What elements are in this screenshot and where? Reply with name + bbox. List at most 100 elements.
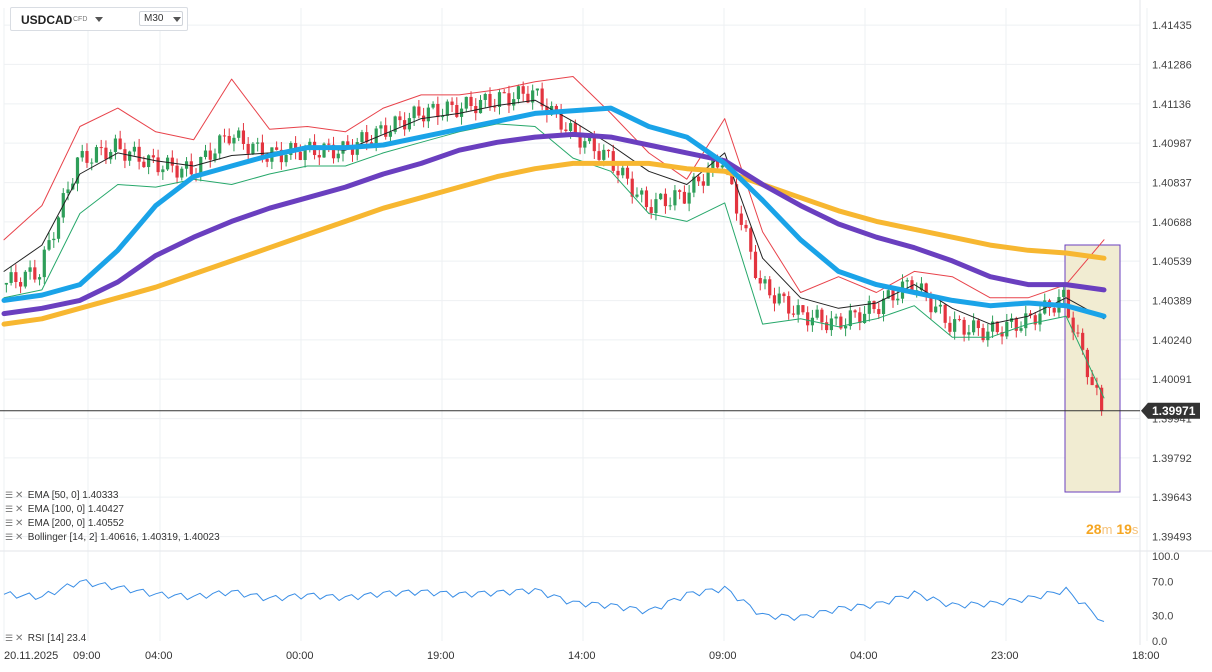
- settings-icon[interactable]: ☰: [5, 532, 14, 542]
- candle-body: [635, 194, 639, 197]
- legend-ema100[interactable]: ☰ ✕ EMA [100, 0] 1.40427: [5, 504, 124, 515]
- candle-body: [734, 184, 739, 214]
- candle-body: [815, 309, 819, 318]
- candle-body: [47, 240, 51, 250]
- close-icon[interactable]: ✕: [15, 490, 24, 501]
- settings-icon[interactable]: ☰: [5, 518, 14, 528]
- legend-value: 1.40333: [82, 490, 119, 501]
- time-tick-label: 19:00: [427, 650, 455, 662]
- legend-rsi[interactable]: ☰ ✕ RSI [14] 23.4: [5, 633, 86, 644]
- timeframe-select[interactable]: M30: [139, 11, 183, 26]
- candle-body: [147, 155, 151, 168]
- candle-body: [583, 141, 587, 148]
- candle-body: [976, 320, 980, 329]
- settings-icon[interactable]: ☰: [5, 633, 14, 643]
- candle-body: [938, 304, 943, 307]
- candle-body: [948, 322, 952, 332]
- candle-body: [796, 305, 800, 315]
- candle-body: [749, 228, 753, 252]
- candle-body: [1043, 300, 1047, 314]
- legend-bollinger[interactable]: ☰ ✕ Bollinger [14, 2] 1.40616, 1.40319, 1…: [5, 532, 220, 543]
- ema50-line: [1, 105, 1107, 319]
- ema200-line: [1, 160, 1107, 327]
- candle-body: [128, 151, 132, 161]
- candle-body: [640, 190, 644, 195]
- candle-body: [455, 104, 459, 117]
- candle-body: [14, 272, 18, 283]
- candle-body: [953, 319, 957, 332]
- candle-body: [535, 88, 540, 91]
- candle-body: [1071, 317, 1075, 333]
- candle-body: [497, 92, 502, 107]
- candle-body: [715, 158, 720, 168]
- candle-body: [1024, 313, 1028, 329]
- candle-body: [99, 147, 103, 149]
- candle-countdown: 28m 19s: [1086, 521, 1138, 537]
- candle-body: [199, 157, 203, 175]
- candle-body: [919, 283, 924, 291]
- candle-body: [843, 326, 848, 329]
- legend-name: RSI: [27, 633, 45, 644]
- indicator-lines: [1, 76, 1107, 399]
- symbol-toolbar[interactable]: USDCAD CFD M30: [10, 7, 188, 31]
- candle-body: [28, 267, 32, 272]
- legend-params: [100, 0]: [51, 504, 86, 515]
- candle-body: [659, 193, 663, 200]
- candle-body: [649, 207, 653, 214]
- candle-body: [697, 176, 701, 182]
- candle-body: [237, 130, 241, 138]
- legend-ema50[interactable]: ☰ ✕ EMA [50, 0] 1.40333: [5, 490, 118, 501]
- price-tick-label: 1.39643: [1152, 492, 1192, 504]
- countdown-seconds: 19: [1116, 521, 1132, 537]
- candle-body: [331, 144, 336, 159]
- candle-body: [317, 155, 321, 158]
- settings-icon[interactable]: ☰: [5, 504, 14, 514]
- close-icon[interactable]: ✕: [15, 532, 24, 543]
- countdown-minutes: 28: [1086, 521, 1102, 537]
- candle-body: [986, 331, 990, 341]
- price-axis: 1.41435 1.41286 1.41136 1.40987 1.40837 1.406…: [1152, 20, 1192, 544]
- candle-body: [241, 130, 246, 144]
- candle-body: [1076, 332, 1080, 334]
- settings-icon[interactable]: ☰: [5, 490, 14, 500]
- candle-body: [9, 272, 13, 283]
- close-icon[interactable]: ✕: [15, 633, 24, 644]
- candle-body: [246, 143, 250, 154]
- rsi-tick-label: 70.0: [1152, 577, 1173, 589]
- candle-body: [531, 90, 535, 103]
- symbol-dropdown-icon[interactable]: [95, 17, 103, 22]
- candle-body: [687, 192, 691, 204]
- candle-body: [739, 213, 743, 225]
- candle-body: [507, 93, 511, 106]
- close-icon[interactable]: ✕: [15, 504, 24, 515]
- candle-body: [763, 279, 767, 284]
- candle-body: [791, 313, 796, 315]
- close-icon[interactable]: ✕: [15, 518, 24, 529]
- symbol-label[interactable]: USDCAD: [21, 13, 73, 27]
- candle-body: [85, 151, 89, 163]
- highlight-box: [1064, 244, 1121, 493]
- candle-body: [521, 86, 525, 94]
- candle-body: [867, 301, 871, 314]
- price-tick-label: 1.40539: [1152, 256, 1192, 268]
- rsi-panel: [3, 579, 1105, 622]
- candle-body: [1066, 289, 1071, 318]
- candle-body: [512, 99, 516, 106]
- price-tick-label: 1.40688: [1152, 217, 1192, 229]
- candle-body: [554, 105, 558, 111]
- candle-body: [218, 135, 222, 154]
- candle-body: [18, 282, 23, 287]
- price-tick-label: 1.41136: [1152, 99, 1191, 111]
- legend-ema200[interactable]: ☰ ✕ EMA [200, 0] 1.40552: [5, 518, 124, 529]
- time-tick-label: 00:00: [286, 650, 314, 662]
- candle-body: [213, 153, 217, 160]
- time-tick-label: 20.11.2025: [4, 650, 58, 662]
- candle-body: [801, 305, 805, 313]
- candle-body: [322, 143, 326, 158]
- candle-body: [180, 168, 184, 178]
- candle-body: [308, 141, 312, 148]
- rsi-tick-label: 0.0: [1152, 636, 1167, 648]
- candle-body: [654, 199, 658, 214]
